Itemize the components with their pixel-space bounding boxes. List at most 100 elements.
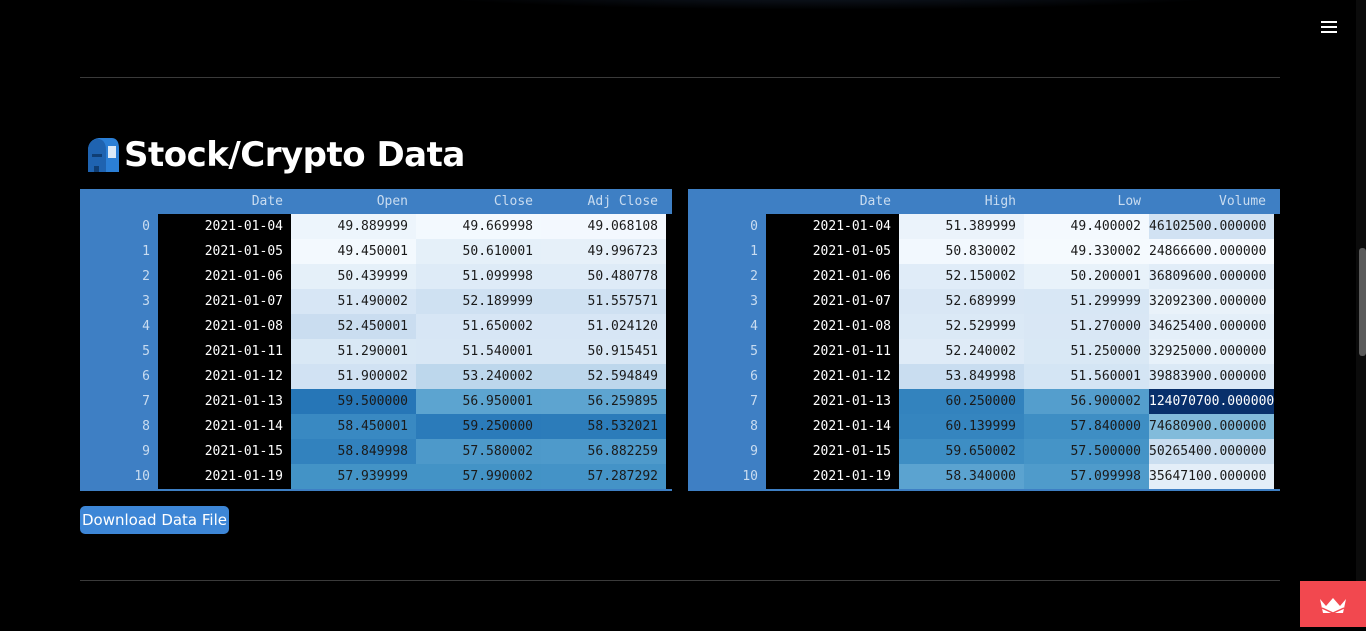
column-header[interactable]: Low	[1117, 194, 1141, 209]
table-row: 9 2021-01-15 58.849998 57.580002 56.882259	[80, 439, 672, 464]
value-cell: 49.669998	[416, 214, 541, 239]
date-cell: 2021-01-13	[158, 389, 291, 414]
top-banner-glow	[380, 0, 1280, 10]
date-cell: 2021-01-05	[766, 239, 899, 264]
column-header[interactable]: Volume	[1219, 194, 1266, 209]
value-cell: 51.557571	[541, 289, 666, 314]
value-cell: 50.439999	[291, 264, 416, 289]
value-cell: 74680900.000000	[1149, 414, 1274, 439]
value-cell: 52.450001	[291, 314, 416, 339]
row-index: 1	[142, 244, 150, 259]
value-cell: 58.532021	[541, 414, 666, 439]
row-index: 10	[742, 469, 758, 484]
column-header[interactable]: Open	[376, 194, 408, 209]
value-cell: 49.889999	[291, 214, 416, 239]
date-cell: 2021-01-14	[158, 414, 291, 439]
value-cell: 51.299999	[1024, 289, 1149, 314]
column-header[interactable]: Adj Close	[587, 194, 658, 209]
date-cell: 2021-01-19	[766, 464, 899, 489]
value-cell: 56.259895	[541, 389, 666, 414]
column-header[interactable]: Date	[859, 194, 891, 209]
table-row: 2 2021-01-06 52.150002 50.200001 36809600.00…	[688, 264, 1280, 289]
value-cell: 60.250000	[899, 389, 1024, 414]
stock-data-table-right: Date High Low Volume 0 2021-01-04 51.389999 49.…	[688, 189, 1280, 491]
table-row: 1 2021-01-05 49.450001 50.610001 49.996723	[80, 239, 672, 264]
value-cell: 56.950001	[416, 389, 541, 414]
value-cell: 49.068108	[541, 214, 666, 239]
value-cell: 51.250000	[1024, 339, 1149, 364]
value-cell: 51.389999	[899, 214, 1024, 239]
table-row: 0 2021-01-04 51.389999 49.400002 46102500.00…	[688, 214, 1280, 239]
date-cell: 2021-01-12	[766, 364, 899, 389]
value-cell: 51.560001	[1024, 364, 1149, 389]
value-cell: 50.610001	[416, 239, 541, 264]
table-row: 8 2021-01-14 58.450001 59.250000 58.532021	[80, 414, 672, 439]
value-cell: 49.400002	[1024, 214, 1149, 239]
value-cell: 52.594849	[541, 364, 666, 389]
date-cell: 2021-01-06	[158, 264, 291, 289]
value-cell: 51.490002	[291, 289, 416, 314]
table-right-edge	[666, 214, 672, 489]
date-cell: 2021-01-12	[158, 364, 291, 389]
value-cell: 56.882259	[541, 439, 666, 464]
value-cell: 24866600.000000	[1149, 239, 1274, 264]
value-cell: 59.650002	[899, 439, 1024, 464]
download-data-button[interactable]: Download Data File	[80, 506, 229, 534]
row-index: 3	[750, 294, 758, 309]
table-row: 4 2021-01-08 52.529999 51.270000 34625400.00…	[688, 314, 1280, 339]
date-cell: 2021-01-05	[158, 239, 291, 264]
date-cell: 2021-01-15	[766, 439, 899, 464]
date-cell: 2021-01-04	[766, 214, 899, 239]
row-index: 3	[142, 294, 150, 309]
value-cell: 124070700.000000	[1149, 389, 1274, 414]
value-cell: 53.240002	[416, 364, 541, 389]
scrollbar-thumb[interactable]	[1359, 248, 1366, 356]
value-cell: 59.500000	[291, 389, 416, 414]
table-row: 10 2021-01-19 58.340000 57.099998 35647100.0…	[688, 464, 1280, 489]
value-cell: 32092300.000000	[1149, 289, 1274, 314]
row-index: 10	[134, 469, 150, 484]
column-header[interactable]: High	[984, 194, 1016, 209]
table-row: 3 2021-01-07 51.490002 52.189999 51.557571	[80, 289, 672, 314]
row-index: 8	[750, 419, 758, 434]
row-index: 1	[750, 244, 758, 259]
table-row: 1 2021-01-05 50.830002 49.330002 24866600.00…	[688, 239, 1280, 264]
value-cell: 57.500000	[1024, 439, 1149, 464]
streamlit-badge[interactable]	[1300, 581, 1366, 627]
value-cell: 53.849998	[899, 364, 1024, 389]
row-index: 4	[142, 319, 150, 334]
value-cell: 51.290001	[291, 339, 416, 364]
table-row: 3 2021-01-07 52.689999 51.299999 32092300.00…	[688, 289, 1280, 314]
section-title: Stock/Crypto Data	[124, 135, 465, 175]
value-cell: 49.330002	[1024, 239, 1149, 264]
value-cell: 50265400.000000	[1149, 439, 1274, 464]
table-row: 5 2021-01-11 52.240002 51.250000 32925000.00…	[688, 339, 1280, 364]
value-cell: 58.450001	[291, 414, 416, 439]
hamburger-menu-icon[interactable]	[1321, 19, 1337, 35]
value-cell: 51.024120	[541, 314, 666, 339]
column-header[interactable]: Date	[251, 194, 283, 209]
date-cell: 2021-01-06	[766, 264, 899, 289]
table-row: 7 2021-01-13 59.500000 56.950001 56.259895	[80, 389, 672, 414]
date-cell: 2021-01-07	[158, 289, 291, 314]
value-cell: 50.480778	[541, 264, 666, 289]
date-cell: 2021-01-08	[766, 314, 899, 339]
date-cell: 2021-01-11	[158, 339, 291, 364]
table-row: 6 2021-01-12 53.849998 51.560001 39883900.00…	[688, 364, 1280, 389]
row-index: 5	[750, 344, 758, 359]
table-row: 9 2021-01-15 59.650002 57.500000 50265400.00…	[688, 439, 1280, 464]
value-cell: 50.200001	[1024, 264, 1149, 289]
value-cell: 36809600.000000	[1149, 264, 1274, 289]
value-cell: 51.650002	[416, 314, 541, 339]
value-cell: 50.915451	[541, 339, 666, 364]
row-index: 9	[142, 444, 150, 459]
date-cell: 2021-01-11	[766, 339, 899, 364]
row-index: 6	[750, 369, 758, 384]
bottom-divider	[80, 580, 1280, 581]
table-header-row: Date High Low Volume	[688, 189, 1280, 214]
row-index: 2	[750, 269, 758, 284]
column-header[interactable]: Close	[493, 194, 533, 209]
value-cell: 52.529999	[899, 314, 1024, 339]
value-cell: 51.270000	[1024, 314, 1149, 339]
crown-icon	[1320, 598, 1346, 614]
